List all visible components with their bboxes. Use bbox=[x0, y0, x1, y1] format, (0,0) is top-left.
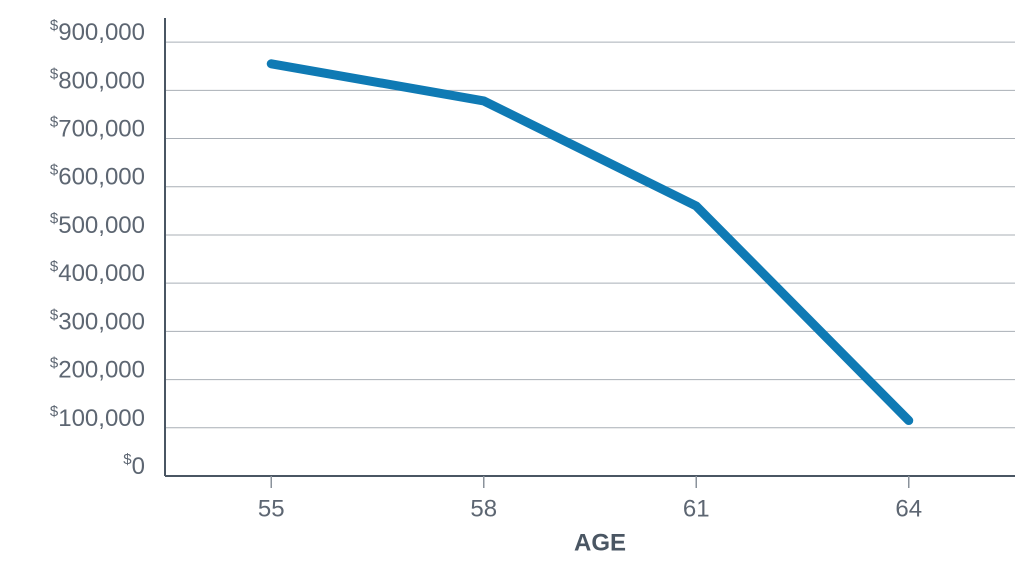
x-tick-label: 55 bbox=[258, 495, 285, 522]
x-tick-label: 61 bbox=[683, 495, 710, 522]
y-tick-label: $100,000 bbox=[50, 403, 145, 432]
y-tick-label: $800,000 bbox=[50, 65, 145, 94]
y-tick-label: $300,000 bbox=[50, 306, 145, 335]
x-axis-title: AGE bbox=[574, 529, 626, 556]
y-tick-label: $500,000 bbox=[50, 210, 145, 239]
y-tick-label: $700,000 bbox=[50, 113, 145, 142]
x-tick-label: 58 bbox=[470, 495, 497, 522]
x-tick-label: 64 bbox=[895, 495, 922, 522]
y-tick-label: $400,000 bbox=[50, 258, 145, 287]
data-line bbox=[266, 59, 914, 426]
y-tick-label: $0 bbox=[123, 451, 145, 480]
y-tick-label: $900,000 bbox=[50, 17, 145, 46]
y-tick-label: $600,000 bbox=[50, 162, 145, 191]
y-tick-label: $200,000 bbox=[50, 355, 145, 384]
